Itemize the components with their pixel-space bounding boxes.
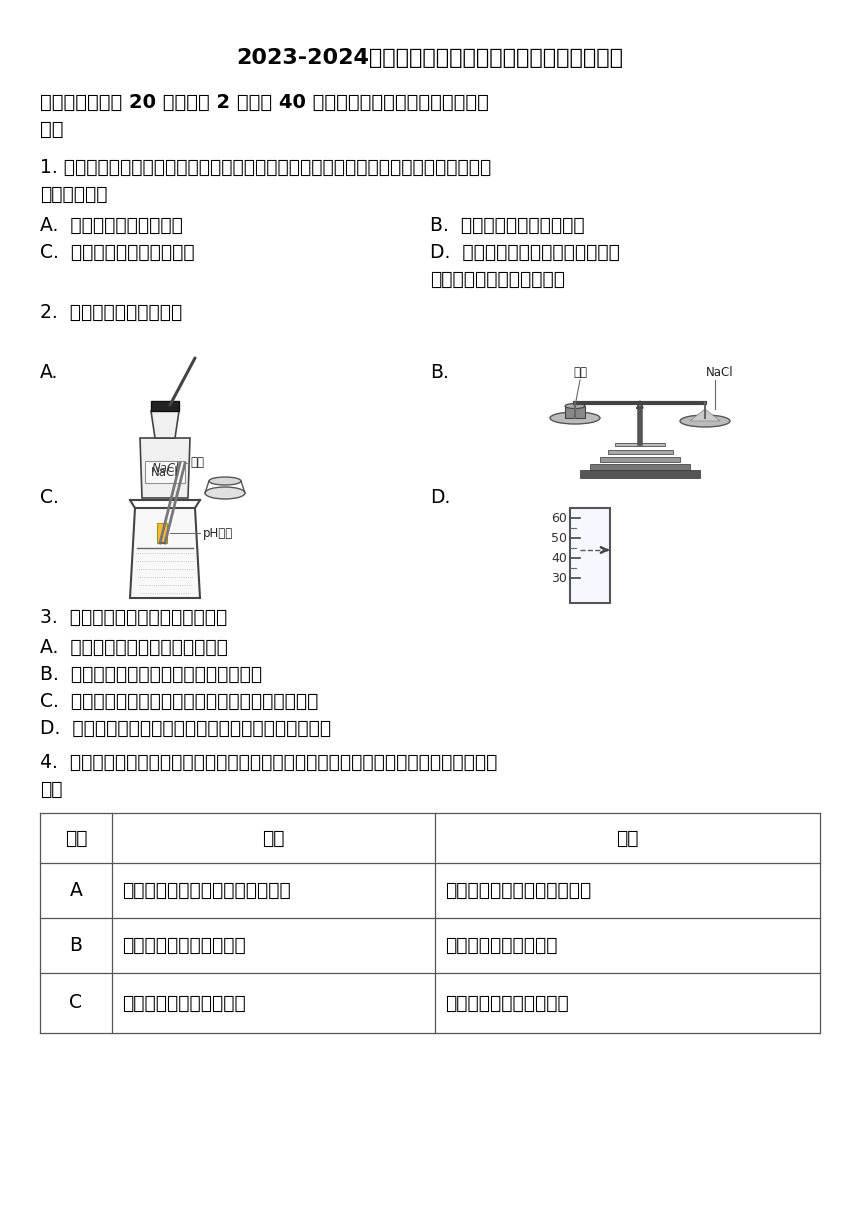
Ellipse shape bbox=[209, 477, 241, 485]
Polygon shape bbox=[151, 411, 179, 438]
Text: D.  一氧化碳高温还原氧化铁，红棕色粉末逐渐变为黑色: D. 一氧化碳高温还原氧化铁，红棕色粉末逐渐变为黑色 bbox=[40, 719, 331, 738]
Text: NaCl: NaCl bbox=[151, 462, 179, 474]
Text: 同种分子化学性质相同: 同种分子化学性质相同 bbox=[445, 936, 557, 955]
Ellipse shape bbox=[550, 412, 600, 424]
Bar bbox=[157, 523, 167, 544]
Text: NaCl: NaCl bbox=[151, 466, 179, 479]
Text: 酸溶液中都含有酸根离子: 酸溶液中都含有酸根离子 bbox=[445, 993, 568, 1013]
Text: C: C bbox=[70, 993, 83, 1013]
Ellipse shape bbox=[565, 404, 585, 409]
Bar bbox=[145, 461, 185, 483]
Bar bbox=[565, 406, 585, 418]
Text: 化处理，减少污染物的排放: 化处理，减少污染物的排放 bbox=[430, 270, 565, 289]
Text: B.: B. bbox=[430, 364, 449, 382]
Text: 事实: 事实 bbox=[262, 828, 285, 848]
Text: B.  硫在氧气中燃烧产生微弱的淡蓝色火焰: B. 硫在氧气中燃烧产生微弱的淡蓝色火焰 bbox=[40, 665, 262, 683]
Text: 一．选择题（共 20 题，每题 2 分，共 40 分。每道题目只有一个选项符合题: 一．选择题（共 20 题，每题 2 分，共 40 分。每道题目只有一个选项符合题 bbox=[40, 92, 488, 112]
Text: 4.  宏观辨识与微观探析是化学学科核心素养之一、下表中对宏观事实的微观解释，不合理: 4. 宏观辨识与微观探析是化学学科核心素养之一、下表中对宏观事实的微观解释，不合… bbox=[40, 753, 497, 772]
Text: 60: 60 bbox=[551, 512, 567, 524]
Bar bbox=[608, 450, 673, 454]
Text: 砝码: 砝码 bbox=[573, 366, 587, 379]
Text: 50: 50 bbox=[551, 531, 567, 545]
Text: A.  大力开发使用化石能源: A. 大力开发使用化石能源 bbox=[40, 216, 183, 235]
Polygon shape bbox=[130, 508, 200, 598]
Polygon shape bbox=[140, 438, 190, 499]
Bar bbox=[600, 457, 680, 462]
Bar bbox=[580, 471, 700, 478]
Polygon shape bbox=[690, 409, 720, 421]
Text: 1. 建造生态文明、和谐发展的美丽毕节，需要全市人民共同努力。下列做法不符合可持续: 1. 建造生态文明、和谐发展的美丽毕节，需要全市人民共同努力。下列做法不符合可持… bbox=[40, 158, 491, 178]
Text: NaCl: NaCl bbox=[706, 366, 734, 379]
Text: 2023-2024学年九年级上学期第二次月考化学模拟试题: 2023-2024学年九年级上学期第二次月考化学模拟试题 bbox=[237, 47, 624, 68]
Ellipse shape bbox=[680, 415, 730, 427]
Bar bbox=[151, 401, 179, 411]
Text: 3.  下列实验现象的描述，正确的是: 3. 下列实验现象的描述，正确的是 bbox=[40, 608, 227, 627]
Text: C.  铁丝在空气中剧烈燃烧，火星四射，生成黑色固体: C. 铁丝在空气中剧烈燃烧，火星四射，生成黑色固体 bbox=[40, 692, 318, 711]
Text: B: B bbox=[70, 936, 83, 955]
Text: 2.  下列实验操作规范的是: 2. 下列实验操作规范的是 bbox=[40, 303, 182, 322]
Text: 酸都具有相似的化学性质: 酸都具有相似的化学性质 bbox=[122, 993, 246, 1013]
Text: 镊子: 镊子 bbox=[190, 456, 204, 469]
Text: 40: 40 bbox=[551, 552, 567, 564]
Bar bbox=[615, 443, 665, 446]
Text: B.  科学合理使用化肥、农药: B. 科学合理使用化肥、农药 bbox=[430, 216, 585, 235]
Text: 选项: 选项 bbox=[64, 828, 87, 848]
Text: 解释: 解释 bbox=[617, 828, 639, 848]
Text: A: A bbox=[70, 882, 83, 900]
Ellipse shape bbox=[205, 486, 245, 499]
Text: 意）: 意） bbox=[40, 120, 64, 139]
Text: pH试纸: pH试纸 bbox=[203, 527, 233, 540]
Text: 30: 30 bbox=[551, 572, 567, 585]
Text: 的是: 的是 bbox=[40, 779, 63, 799]
Bar bbox=[570, 508, 610, 603]
Bar bbox=[590, 465, 690, 471]
Text: 湿衣服在阳光下比在阴凉处干得快: 湿衣服在阳光下比在阴凉处干得快 bbox=[122, 882, 291, 900]
Text: C.: C. bbox=[40, 488, 58, 507]
Text: C.  大力植树造林，保固水土: C. 大力植树造林，保固水土 bbox=[40, 243, 194, 261]
Text: A.  红磷在氧气中燃烧产生大量白雾: A. 红磷在氧气中燃烧产生大量白雾 bbox=[40, 638, 228, 657]
Text: A.: A. bbox=[40, 364, 58, 382]
Text: 温度越高，分子运动速率越快: 温度越高，分子运动速率越快 bbox=[445, 882, 592, 900]
Text: 发展要求的是: 发展要求的是 bbox=[40, 185, 108, 204]
Text: D.: D. bbox=[430, 488, 451, 507]
Text: 氧气和液氧都能支持燃烧: 氧气和液氧都能支持燃烧 bbox=[122, 936, 246, 955]
Text: D.  对工业污水和生活污水进行标准: D. 对工业污水和生活污水进行标准 bbox=[430, 243, 620, 261]
